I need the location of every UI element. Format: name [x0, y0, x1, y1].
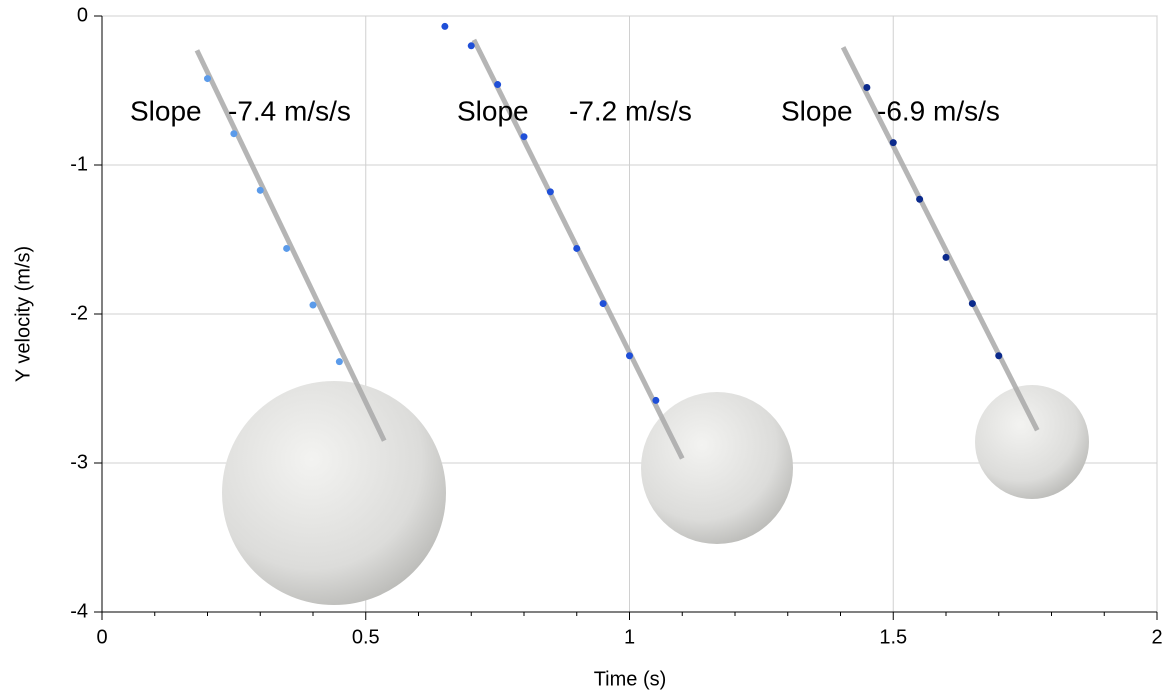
data-point — [283, 244, 291, 252]
ball-image — [975, 385, 1089, 499]
fit-line — [194, 49, 387, 442]
y-tick-label: -4 — [70, 600, 88, 622]
slope-label: Slope — [781, 95, 853, 126]
x-tick-label: 1 — [624, 626, 635, 648]
slope-value: -6.9 m/s/s — [877, 95, 1000, 126]
data-point — [599, 300, 607, 308]
data-point — [494, 81, 502, 89]
data-point — [942, 253, 950, 261]
slope-label: Slope — [457, 95, 529, 126]
slope-value: -7.4 m/s/s — [228, 95, 351, 126]
slope-value: -7.2 m/s/s — [569, 95, 692, 126]
data-point — [520, 133, 528, 141]
x-tick-label: 0 — [96, 626, 107, 648]
data-point — [889, 139, 897, 147]
data-point — [863, 84, 871, 92]
data-point — [968, 300, 976, 308]
data-point — [626, 352, 633, 360]
ball-image — [222, 381, 446, 605]
y-tick-label: -2 — [70, 302, 88, 324]
slope-label: Slope — [130, 95, 202, 126]
data-point — [256, 186, 264, 194]
data-point — [916, 195, 924, 203]
fit-line — [840, 46, 1040, 432]
data-point — [467, 42, 475, 50]
data-point — [230, 130, 238, 138]
y-tick-label: -3 — [70, 451, 88, 473]
x-tick-label: 2 — [1151, 626, 1162, 648]
ball-image — [641, 392, 793, 544]
y-tick-label: 0 — [77, 4, 88, 26]
data-point — [995, 352, 1003, 360]
data-point — [335, 358, 343, 366]
data-point — [652, 396, 660, 404]
x-axis-label: Time (s) — [594, 668, 667, 690]
data-point — [573, 244, 581, 252]
y-axis-label: Y velocity (m/s) — [12, 246, 34, 382]
x-tick-label: 1.5 — [879, 626, 907, 648]
y-tick-label: -1 — [70, 153, 88, 175]
data-point — [309, 301, 317, 309]
data-point — [441, 22, 449, 30]
data-point — [546, 188, 554, 196]
data-point — [204, 75, 211, 83]
x-tick-label: 0.5 — [352, 626, 380, 648]
